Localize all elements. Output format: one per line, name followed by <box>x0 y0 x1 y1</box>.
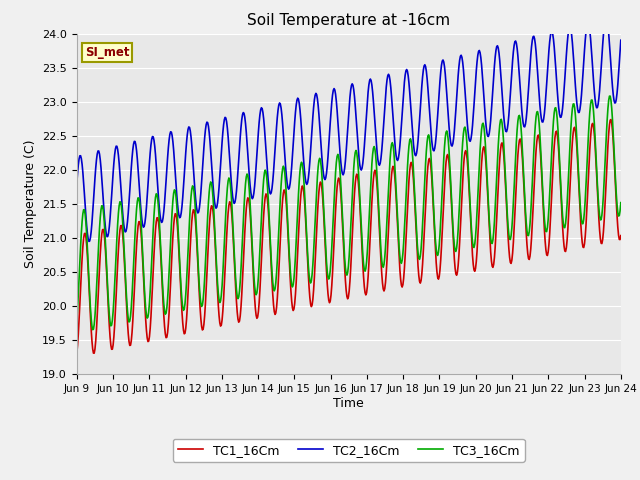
Y-axis label: Soil Temperature (C): Soil Temperature (C) <box>24 140 36 268</box>
TC1_16Cm <box>607 117 615 122</box>
TC1_16Cm <box>139 256 147 262</box>
TC2_16Cm <box>195 209 202 215</box>
TC3_16Cm <box>617 200 625 205</box>
TC2_16Cm <box>140 224 147 230</box>
TC3_16Cm <box>89 327 97 333</box>
Line: TC2_16Cm: TC2_16Cm <box>77 17 621 241</box>
TC3_16Cm <box>416 256 424 262</box>
TC1_16Cm <box>83 242 90 248</box>
Line: TC3_16Cm: TC3_16Cm <box>77 96 621 330</box>
TC3_16Cm <box>431 238 439 243</box>
TC3_16Cm <box>140 266 147 272</box>
TC2_16Cm <box>73 180 81 186</box>
TC2_16Cm <box>223 125 231 131</box>
TC1_16Cm <box>415 273 422 278</box>
TC1_16Cm <box>194 261 202 267</box>
TC1_16Cm <box>73 350 81 356</box>
Legend: TC1_16Cm, TC2_16Cm, TC3_16Cm: TC1_16Cm, TC2_16Cm, TC3_16Cm <box>173 439 525 462</box>
TC2_16Cm <box>617 37 625 43</box>
TC2_16Cm <box>603 14 611 20</box>
TC3_16Cm <box>605 93 613 99</box>
Text: SI_met: SI_met <box>85 46 129 59</box>
TC2_16Cm <box>431 141 439 146</box>
TC2_16Cm <box>85 239 93 244</box>
TC3_16Cm <box>73 317 81 323</box>
Line: TC1_16Cm: TC1_16Cm <box>77 120 621 353</box>
TC2_16Cm <box>83 223 90 228</box>
TC3_16Cm <box>223 185 231 191</box>
Title: Soil Temperature at -16cm: Soil Temperature at -16cm <box>247 13 451 28</box>
TC3_16Cm <box>83 231 90 237</box>
TC3_16Cm <box>195 271 202 276</box>
TC1_16Cm <box>617 233 625 239</box>
TC2_16Cm <box>416 117 424 123</box>
X-axis label: Time: Time <box>333 397 364 410</box>
TC1_16Cm <box>223 234 230 240</box>
TC1_16Cm <box>431 233 438 239</box>
